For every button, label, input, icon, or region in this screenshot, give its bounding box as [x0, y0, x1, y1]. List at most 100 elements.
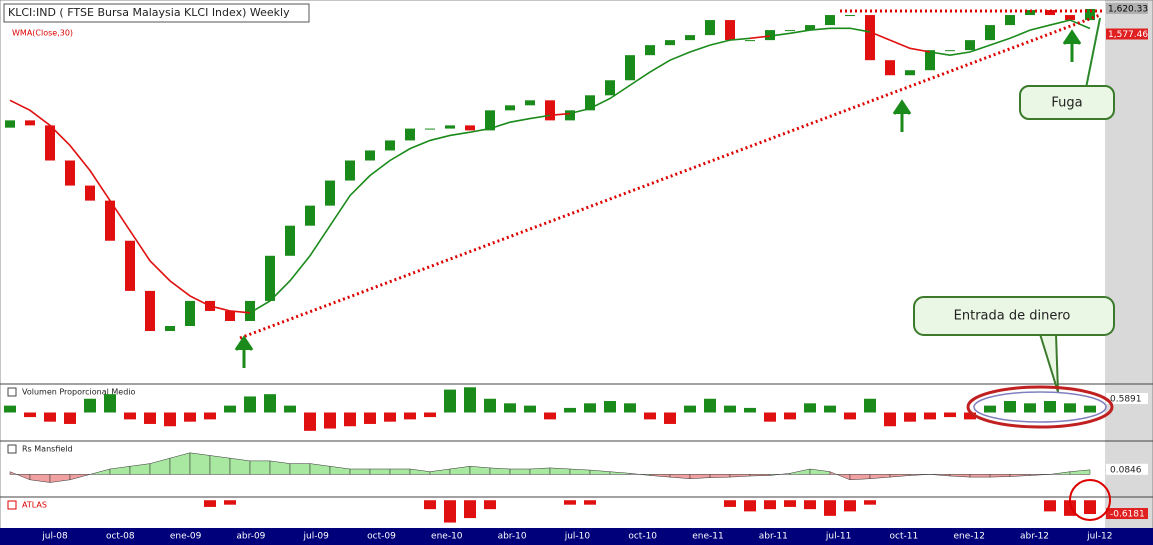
x-tick-label: oct-09	[367, 532, 396, 542]
bar	[564, 500, 576, 505]
area-segment	[369, 468, 391, 475]
arrow	[234, 335, 254, 368]
area-segment	[589, 469, 611, 475]
candle	[645, 45, 655, 56]
value-label: -0.6181	[1110, 510, 1145, 520]
candle	[1065, 15, 1075, 21]
bar	[124, 412, 136, 420]
area-segment	[509, 468, 531, 475]
area-segment	[709, 474, 731, 478]
bar	[784, 412, 796, 420]
x-tick-label: abr-10	[498, 532, 527, 542]
highlight	[1069, 479, 1111, 521]
bar	[424, 500, 436, 510]
area-segment	[349, 468, 371, 475]
candle	[185, 300, 195, 327]
bar	[24, 412, 36, 418]
candle	[825, 15, 835, 26]
area-segment	[949, 474, 971, 478]
area-segment	[989, 474, 1011, 478]
x-tick-label: jul-11	[825, 532, 851, 542]
area-segment	[69, 474, 91, 481]
area-segment	[669, 474, 691, 479]
bar	[584, 500, 596, 505]
bar	[184, 412, 196, 422]
candle	[285, 225, 295, 256]
area-segment	[629, 473, 651, 476]
chart-title: KLCI:IND ( FTSE Bursa Malaysia KLCI Inde…	[8, 6, 290, 19]
wma-line	[929, 19, 1091, 56]
area-segment	[129, 463, 151, 475]
bar	[804, 500, 816, 510]
bar	[824, 405, 836, 413]
candle	[905, 70, 915, 76]
candle	[245, 300, 255, 321]
candle	[445, 125, 455, 129]
x-tick-label: oct-10	[628, 532, 657, 542]
candle	[765, 30, 775, 41]
bar	[264, 394, 276, 413]
x-tick-label: oct-08	[106, 532, 135, 542]
bar	[924, 412, 936, 420]
bar	[44, 412, 56, 422]
candle	[745, 40, 755, 42]
bar	[824, 500, 836, 516]
x-tick-label: abr-12	[1020, 532, 1049, 542]
bar	[1084, 500, 1096, 515]
price-tag	[1106, 2, 1148, 14]
bar	[404, 412, 416, 420]
price-label: 1,620.33	[1108, 4, 1148, 14]
area-segment	[969, 474, 991, 478]
candle	[105, 200, 115, 241]
area-segment	[769, 473, 791, 476]
value-label: 0.0846	[1110, 465, 1142, 475]
bar	[844, 500, 856, 512]
panel-title: Volumen Proporcional Medio	[22, 388, 136, 397]
x-tick-label: oct-11	[890, 532, 919, 542]
area-segment	[849, 474, 871, 481]
area-segment	[189, 452, 211, 475]
area-segment	[169, 452, 191, 475]
candle	[325, 180, 335, 206]
candle	[505, 105, 515, 111]
candle	[305, 205, 315, 226]
candle	[545, 100, 555, 121]
candle	[525, 100, 535, 106]
panel-title: ATLAS	[22, 501, 47, 510]
candle	[365, 150, 375, 161]
callout	[913, 296, 1115, 336]
bar	[744, 407, 756, 413]
bar	[444, 389, 456, 413]
bar	[864, 500, 876, 505]
bar	[284, 405, 296, 413]
candle	[45, 125, 55, 161]
x-tick-label: ene-12	[953, 532, 984, 542]
bar	[904, 412, 916, 422]
wma-line	[869, 31, 931, 53]
bar	[304, 412, 316, 431]
bar	[384, 412, 396, 422]
bar	[1084, 405, 1096, 413]
candle	[1085, 8, 1095, 21]
bar	[644, 412, 656, 420]
callout-pointer	[1085, 17, 1101, 89]
bar	[104, 394, 116, 413]
area-segment	[209, 455, 231, 475]
area-segment	[229, 457, 251, 475]
arrow	[892, 99, 912, 132]
bar	[784, 500, 796, 507]
area-segment	[9, 471, 31, 481]
x-tick-label: jul-10	[564, 532, 591, 542]
bar	[224, 500, 236, 505]
bar	[4, 405, 16, 413]
area-segment	[89, 468, 111, 475]
area-segment	[109, 466, 131, 475]
area-segment	[49, 474, 71, 483]
wma-line	[9, 99, 251, 314]
area-segment	[1069, 469, 1091, 475]
area-segment	[449, 466, 471, 475]
bar	[84, 398, 96, 413]
callout-text: Entrada de dinero	[954, 309, 1071, 324]
panels	[0, 383, 1153, 545]
